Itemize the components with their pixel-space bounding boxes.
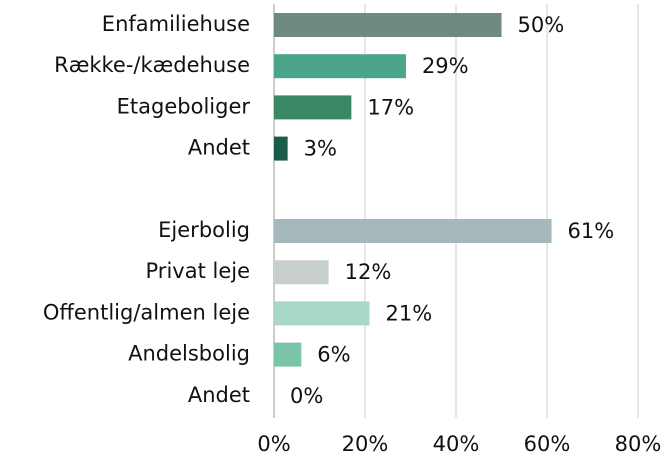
y-tick-label: Række-/kædehuse (54, 53, 250, 77)
y-tick-label: Andet (188, 383, 250, 407)
y-tick-label: Offentlig/almen leje (43, 300, 250, 324)
value-label: 3% (304, 137, 337, 161)
value-label: 6% (317, 343, 350, 367)
value-label: 61% (568, 219, 615, 243)
x-tick-label: 60% (524, 432, 571, 456)
bar (274, 260, 329, 285)
y-tick-label: Ejerbolig (158, 218, 250, 242)
bar (274, 13, 502, 37)
x-tick-label: 20% (342, 432, 389, 456)
value-label: 17% (367, 95, 414, 119)
y-tick-label: Andelsbolig (128, 342, 250, 366)
x-tick-label: 0% (257, 432, 290, 456)
value-label: 21% (386, 301, 433, 325)
value-label: 12% (345, 260, 392, 284)
bar (274, 342, 302, 367)
x-tick-label: 80% (615, 432, 662, 456)
value-label: 0% (290, 384, 323, 408)
y-tick-label: Enfamiliehuse (102, 12, 250, 36)
bar (274, 301, 370, 326)
value-label: 50% (518, 13, 565, 37)
bar (274, 219, 552, 243)
x-tick-label: 40% (433, 432, 480, 456)
bar (274, 54, 406, 79)
y-tick-label: Privat leje (146, 259, 250, 283)
y-tick-label: Etageboliger (117, 94, 251, 118)
bar (274, 136, 288, 161)
value-label: 29% (422, 54, 469, 78)
y-tick-label: Andet (188, 136, 250, 160)
bar (274, 95, 352, 120)
